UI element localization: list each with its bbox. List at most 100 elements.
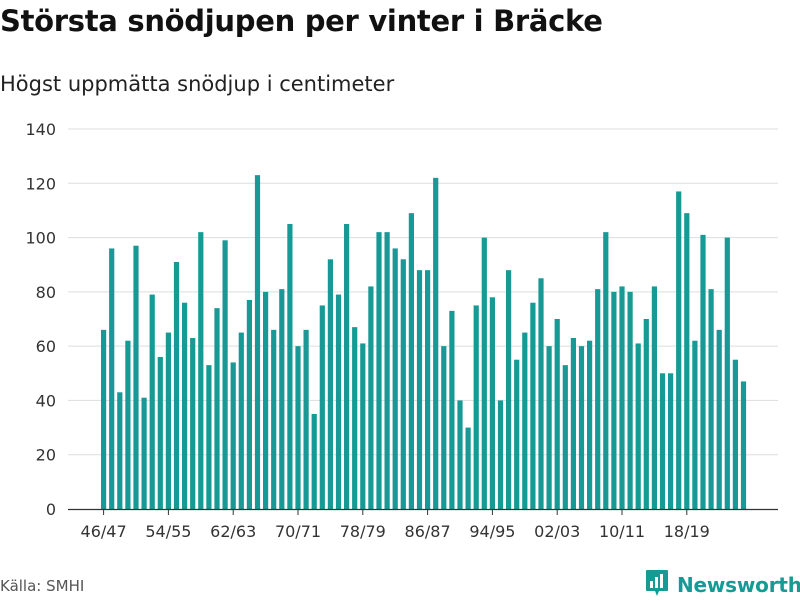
y-tick-label: 140 — [25, 120, 56, 139]
bar — [635, 343, 641, 509]
bar — [627, 291, 633, 509]
x-tick-label: 86/87 — [405, 522, 451, 541]
bar — [489, 297, 495, 509]
bar — [125, 340, 131, 509]
bar — [141, 397, 147, 509]
bar — [198, 232, 204, 509]
bar — [263, 291, 269, 509]
bar — [254, 175, 261, 509]
x-tick-label: 02/03 — [534, 522, 580, 541]
x-axis-ticks: 46/47 54/55 62/63 70/71 78/79 86/87 94/95 02/03… — [81, 509, 710, 541]
bar — [708, 289, 714, 509]
x-tick-label: 46/47 — [81, 522, 127, 541]
x-tick-label: 18/19 — [664, 522, 710, 541]
bar — [595, 289, 601, 509]
y-tick-label: 40 — [36, 391, 56, 410]
bar — [619, 286, 625, 509]
bar — [157, 357, 163, 509]
bar-chart: 0 20 40 60 80 100 120 140 46/47 54/55 62/63 70/71 7… — [25, 120, 778, 541]
bar — [287, 224, 293, 509]
bars — [101, 175, 747, 510]
bar — [668, 373, 674, 509]
bar — [238, 332, 244, 509]
bar — [570, 338, 576, 509]
bar — [740, 381, 747, 509]
bar — [165, 332, 171, 509]
bar — [344, 224, 350, 509]
bar — [327, 259, 333, 509]
bar — [562, 365, 568, 509]
x-tick-label: 10/11 — [599, 522, 645, 541]
bar — [457, 400, 463, 509]
bar — [376, 232, 382, 509]
bar — [700, 234, 706, 510]
y-axis-ticks: 0 20 40 60 80 100 120 140 — [25, 120, 56, 519]
bar — [692, 340, 698, 509]
x-tick-label: 62/63 — [210, 522, 256, 541]
bar — [514, 359, 520, 509]
bar — [173, 262, 180, 509]
bar — [149, 294, 155, 509]
bar — [433, 177, 439, 510]
bar — [360, 343, 366, 509]
y-tick-label: 80 — [36, 283, 56, 302]
bar — [109, 248, 115, 509]
bar — [506, 270, 512, 509]
bar — [335, 294, 342, 509]
y-tick-label: 0 — [46, 500, 56, 519]
bar — [295, 346, 301, 509]
bar — [319, 305, 325, 509]
bar — [408, 213, 414, 509]
bar — [279, 289, 285, 509]
bar — [684, 213, 690, 509]
brand-name: Newsworthy — [677, 573, 800, 597]
bar — [538, 278, 544, 509]
bar — [271, 329, 277, 509]
bar — [392, 248, 398, 509]
bar — [246, 300, 252, 509]
bar — [222, 240, 228, 510]
bar — [611, 291, 617, 509]
bar — [101, 329, 107, 509]
y-tick-label: 100 — [25, 229, 56, 248]
bar-chart-logo-icon — [645, 569, 669, 601]
y-tick-label: 120 — [25, 174, 56, 193]
x-tick-label: 54/55 — [145, 522, 191, 541]
bar — [643, 319, 649, 509]
bar — [190, 338, 196, 509]
bar — [206, 365, 212, 509]
bar — [214, 308, 220, 509]
bar — [368, 286, 374, 509]
bar — [473, 305, 479, 509]
bar — [384, 232, 390, 509]
bar — [732, 359, 738, 509]
bar — [311, 414, 317, 509]
bar — [603, 232, 609, 509]
bar — [546, 346, 552, 509]
bar — [676, 191, 682, 509]
y-tick-label: 20 — [36, 446, 56, 465]
bar — [651, 286, 657, 509]
bar — [716, 329, 722, 509]
bar — [481, 237, 487, 509]
y-tick-label: 60 — [36, 337, 56, 356]
bar — [400, 259, 406, 509]
chart-subtitle: Högst uppmätta snödjup i centimeter — [0, 72, 395, 96]
bar — [416, 270, 423, 509]
bar — [578, 346, 585, 509]
bar — [530, 302, 536, 509]
bar — [497, 400, 504, 509]
bar — [441, 346, 447, 509]
x-tick-label: 70/71 — [275, 522, 321, 541]
bar — [449, 310, 455, 509]
brand-logo[interactable]: Newsworthy — [645, 570, 800, 600]
bar — [465, 427, 471, 509]
bar — [182, 302, 188, 509]
bar — [554, 319, 560, 509]
source-note: Källa: SMHI — [0, 577, 85, 595]
bar — [724, 237, 730, 509]
x-tick-label: 78/79 — [340, 522, 386, 541]
bar — [133, 245, 139, 509]
bar — [352, 327, 358, 509]
bar — [425, 270, 431, 509]
